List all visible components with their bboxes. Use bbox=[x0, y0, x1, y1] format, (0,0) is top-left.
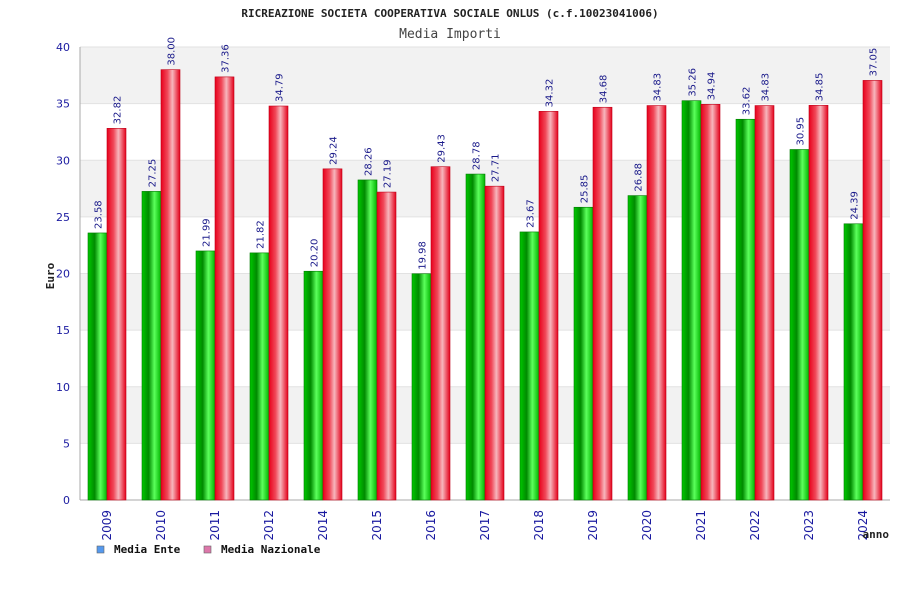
bar-value-label: 21.82 bbox=[256, 220, 267, 249]
bar-value-label: 34.68 bbox=[599, 75, 610, 104]
x-tick-label: 2019 bbox=[586, 510, 600, 541]
bar-media-ente bbox=[249, 252, 270, 501]
bar-media-nazionale bbox=[862, 80, 883, 501]
bar-value-label: 20.20 bbox=[310, 239, 321, 268]
bar-value-label: 37.36 bbox=[221, 44, 232, 73]
x-tick-label: 2016 bbox=[424, 510, 438, 541]
x-tick-label: 2011 bbox=[208, 510, 222, 541]
bar-value-label: 27.71 bbox=[491, 154, 502, 183]
legend-swatch-media-nazionale bbox=[203, 545, 212, 554]
x-axis-label: anno bbox=[863, 528, 890, 541]
bar-value-label: 34.94 bbox=[707, 72, 718, 101]
bar-media-nazionale bbox=[322, 168, 343, 501]
bar-media-nazionale bbox=[376, 191, 397, 501]
x-tick-label: 2020 bbox=[640, 510, 654, 541]
bars bbox=[87, 69, 883, 501]
bar-value-label: 26.88 bbox=[634, 163, 645, 192]
bar-value-label: 29.24 bbox=[329, 136, 340, 165]
legend: Media Ente Media Nazionale bbox=[96, 543, 321, 556]
bar-media-ente bbox=[573, 206, 594, 501]
x-tick-label: 2017 bbox=[478, 510, 492, 541]
chart-title: RICREAZIONE SOCIETA COOPERATIVA SOCIALE … bbox=[241, 7, 658, 20]
bar-value-label: 37.05 bbox=[869, 48, 880, 77]
bar-media-nazionale bbox=[592, 106, 613, 501]
x-tick-label: 2015 bbox=[370, 510, 384, 541]
bar-media-nazionale bbox=[700, 104, 721, 501]
y-tick-label: 25 bbox=[56, 211, 70, 224]
bar-media-nazionale bbox=[538, 111, 559, 501]
x-tick-label: 2014 bbox=[316, 510, 330, 541]
bar-value-label: 27.25 bbox=[148, 159, 159, 188]
bar-value-label: 34.85 bbox=[815, 73, 826, 102]
x-tick-label: 2024 bbox=[856, 510, 870, 541]
x-tick-label: 2009 bbox=[100, 510, 114, 541]
y-tick-label: 35 bbox=[56, 98, 70, 111]
bar-media-ente bbox=[87, 232, 108, 501]
bar-media-ente bbox=[681, 100, 702, 501]
chart-subtitle: Media Importi bbox=[399, 27, 501, 42]
bar-value-label: 25.85 bbox=[580, 175, 591, 204]
bar-media-ente bbox=[357, 179, 378, 501]
bar-media-ente bbox=[141, 191, 162, 501]
bar-media-ente bbox=[465, 173, 486, 501]
y-tick-label: 5 bbox=[63, 437, 70, 450]
bar-labels: 23.58 32.82 27.25 38.00 21.99 37.36 21.82 34.79… bbox=[94, 37, 880, 270]
x-tick-label: 2022 bbox=[748, 510, 762, 541]
bar-value-label: 34.83 bbox=[761, 73, 772, 102]
y-tick-label: 40 bbox=[56, 41, 70, 54]
bar-media-nazionale bbox=[268, 105, 289, 501]
bar-media-nazionale bbox=[646, 105, 667, 501]
x-axis: 2009 2010 2011 2012 2014 2015 2016 2017 2018 2019… bbox=[100, 510, 870, 541]
legend-label-media-nazionale: Media Nazionale bbox=[221, 543, 321, 556]
x-tick-label: 2023 bbox=[802, 510, 816, 541]
bar-value-label: 19.98 bbox=[418, 241, 429, 270]
x-tick-label: 2010 bbox=[154, 510, 168, 541]
bar-media-nazionale bbox=[430, 166, 451, 501]
bar-media-ente bbox=[843, 223, 864, 501]
bar-value-label: 28.26 bbox=[364, 147, 375, 176]
bar-media-ente bbox=[519, 231, 540, 501]
y-tick-label: 20 bbox=[56, 268, 70, 281]
bar-media-nazionale bbox=[808, 105, 829, 501]
bar-value-label: 21.99 bbox=[202, 218, 213, 247]
y-tick-label: 30 bbox=[56, 154, 70, 167]
bar-value-label: 27.19 bbox=[383, 159, 394, 188]
bar-value-label: 24.39 bbox=[850, 191, 861, 220]
bar-media-ente bbox=[627, 195, 648, 501]
bar-media-nazionale bbox=[754, 105, 775, 501]
bar-media-ente bbox=[789, 149, 810, 501]
bar-value-label: 23.67 bbox=[526, 199, 537, 228]
legend-swatch-media-ente bbox=[96, 545, 105, 554]
bar-value-label: 33.62 bbox=[742, 87, 753, 116]
y-tick-label: 0 bbox=[63, 494, 70, 507]
y-tick-label: 10 bbox=[56, 381, 70, 394]
bar-media-ente bbox=[411, 273, 432, 501]
bar-media-nazionale bbox=[160, 69, 181, 501]
bar-media-nazionale bbox=[484, 185, 505, 501]
bar-value-label: 34.83 bbox=[653, 73, 664, 102]
x-tick-label: 2021 bbox=[694, 510, 708, 541]
bar-media-ente bbox=[303, 270, 324, 501]
legend-label-media-ente: Media Ente bbox=[114, 543, 181, 556]
bar-value-label: 28.78 bbox=[472, 141, 483, 170]
bar-value-label: 29.43 bbox=[437, 134, 448, 163]
bar-value-label: 23.58 bbox=[94, 200, 105, 229]
bar-value-label: 35.26 bbox=[688, 68, 699, 97]
bar-value-label: 34.79 bbox=[275, 73, 286, 102]
bar-value-label: 38.00 bbox=[167, 37, 178, 66]
bar-value-label: 32.82 bbox=[113, 96, 124, 125]
x-tick-label: 2012 bbox=[262, 510, 276, 541]
y-tick-label: 15 bbox=[56, 324, 70, 337]
bar-value-label: 34.32 bbox=[545, 79, 556, 108]
bar-value-label: 30.95 bbox=[796, 117, 807, 146]
bar-media-nazionale bbox=[106, 128, 127, 501]
x-tick-label: 2018 bbox=[532, 510, 546, 541]
bar-media-ente bbox=[735, 118, 756, 501]
bar-media-ente bbox=[195, 250, 216, 501]
y-axis-label: Euro bbox=[44, 262, 57, 289]
bar-media-nazionale bbox=[214, 76, 235, 501]
